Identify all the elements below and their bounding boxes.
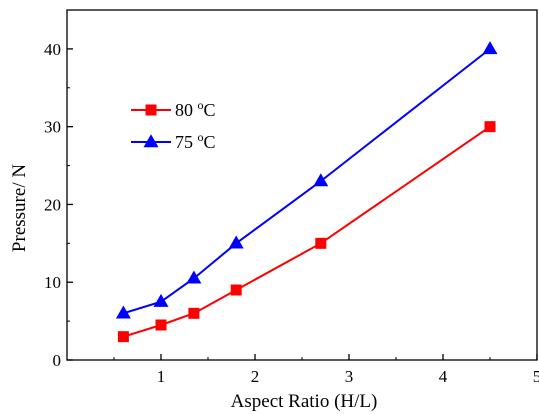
legend-label: 75 oC [175,130,216,152]
data-point [117,331,129,343]
series-line [123,125,491,338]
x-tick-label: 3 [345,367,354,386]
plot-frame [66,9,538,361]
y-axis-ticks: 0 10 20 30 40 [44,40,73,370]
legend-label: 80 oC [175,98,216,120]
series-0 [117,121,496,343]
series-1 [115,41,498,319]
data-point [155,319,167,331]
series-layer [115,41,498,343]
data-point [186,270,202,284]
x-tick-label: 1 [157,367,166,386]
plot-border [66,9,538,361]
x-tick-label: 2 [251,367,260,386]
data-point [313,173,329,187]
x-tick-label: 5 [533,367,539,386]
y-tick-label: 20 [44,195,61,214]
x-tick-label: 4 [439,367,448,386]
legend-item: 80 oC [131,98,216,120]
data-point [482,41,498,55]
data-point [230,284,242,296]
data-point [153,293,169,307]
legend-marker [143,134,159,148]
x-axis-label: Aspect Ratio (H/L) [231,391,378,412]
legend: 80 oC 75 oC [131,98,216,152]
y-tick-label: 10 [44,273,61,292]
data-point [228,235,244,249]
legend-item: 75 oC [131,130,216,152]
y-tick-label: 0 [53,351,62,370]
data-point [315,237,327,249]
series-line [123,48,491,315]
legend-marker [145,104,157,116]
y-tick-label: 30 [44,118,61,137]
y-axis-label: Pressure/ N [9,164,30,252]
data-point [115,305,131,319]
data-point [484,121,496,133]
y-tick-label: 40 [44,40,61,59]
data-point [188,307,200,319]
x-axis-ticks: 1 2 3 4 5 [113,354,539,386]
